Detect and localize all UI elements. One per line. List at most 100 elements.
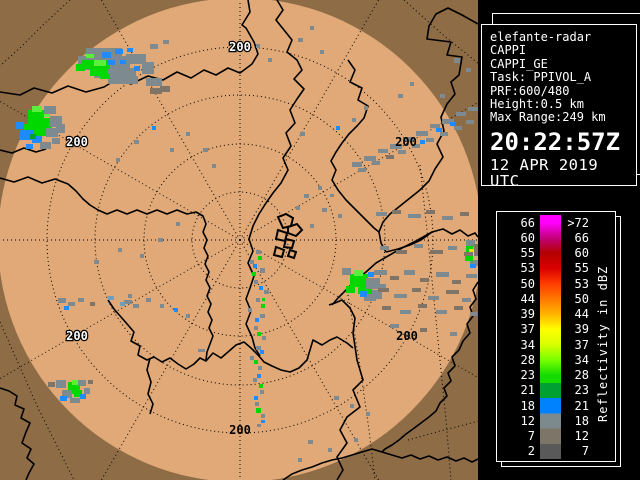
- echo-cell: [382, 306, 391, 310]
- echo-cell: [426, 138, 434, 142]
- echo-cell: [186, 132, 190, 136]
- echo-cell: [160, 304, 164, 308]
- legend-upper-value: 18: [574, 413, 589, 428]
- legend-upper-value: 50: [574, 291, 589, 306]
- echo-cell: [448, 246, 457, 250]
- legend-title: Reflectivity in dBZ: [596, 265, 610, 422]
- echo-cell: [133, 304, 139, 308]
- echo-cell: [468, 107, 478, 111]
- echo-cell: [254, 280, 258, 284]
- legend-row: 12 18: [497, 413, 615, 428]
- echo-cell: [108, 296, 114, 300]
- echo-cell: [454, 306, 463, 310]
- legend-upper-value: 21: [574, 398, 589, 413]
- echo-cell: [430, 250, 443, 254]
- legend-row: 34 37: [497, 337, 615, 352]
- echo-cell: [94, 68, 136, 78]
- echo-cell: [127, 48, 133, 52]
- legend-lower-value: 60: [520, 230, 535, 245]
- echo-cell: [86, 54, 94, 58]
- range-ring: [143, 143, 337, 337]
- echo-cell: [20, 130, 34, 140]
- border-line: [107, 299, 354, 373]
- echo-cell: [259, 384, 263, 388]
- echo-cell: [152, 126, 156, 130]
- echo-cell: [108, 60, 115, 65]
- echo-cell: [342, 268, 351, 275]
- echo-cell: [78, 298, 84, 302]
- echo-cell: [412, 144, 420, 148]
- product-name: CAPPI_GE: [490, 56, 548, 71]
- border-line: [0, 387, 35, 480]
- echo-cell: [26, 144, 33, 149]
- echo-cell: [102, 52, 111, 58]
- legend-row: 44 50: [497, 291, 615, 306]
- echo-cell: [260, 390, 264, 394]
- echo-cell: [256, 346, 261, 350]
- echo-cell: [68, 302, 75, 306]
- echo-cell: [436, 272, 449, 277]
- echo-cell: [264, 290, 269, 294]
- echo-cell: [170, 148, 174, 152]
- legend-lower-value: 28: [520, 352, 535, 367]
- task-name: Task: PPIVOL_A: [490, 70, 592, 85]
- legend-lower-value: 39: [520, 307, 535, 322]
- echo-cell: [358, 285, 372, 294]
- legend-lower-value: 50: [520, 276, 535, 291]
- echo-cell: [260, 314, 265, 318]
- echo-cell: [420, 140, 425, 144]
- legend-upper-value: >72: [567, 215, 589, 230]
- echo-cell: [115, 49, 123, 54]
- clock-time: 20:22:57Z: [490, 127, 621, 156]
- echo-cell: [350, 404, 354, 408]
- echo-cell: [40, 118, 52, 128]
- legend-row: 66 >72: [497, 215, 615, 230]
- range-ring: [94, 94, 386, 386]
- echo-cell: [56, 380, 66, 388]
- echo-cell: [84, 388, 90, 394]
- info-panel: elefante-radar CAPPI CAPPI_GE Task: PPIV…: [481, 24, 637, 189]
- border-line: [0, 0, 259, 96]
- echo-cell: [412, 288, 421, 292]
- border-line: [245, 0, 305, 357]
- echo-cell: [354, 270, 363, 276]
- echo-cell: [466, 68, 471, 72]
- echo-cell: [466, 240, 475, 247]
- echo-cell: [420, 278, 429, 282]
- ring-label: 200: [395, 135, 417, 149]
- echo-cell: [298, 38, 303, 42]
- legend-upper-value: 60: [574, 246, 589, 261]
- echo-cell: [262, 336, 266, 340]
- echo-cell: [430, 124, 440, 128]
- legend-upper-value: 53: [574, 276, 589, 291]
- echo-cell: [368, 272, 374, 277]
- echo-cell: [88, 380, 93, 384]
- echo-cell: [322, 208, 327, 212]
- ring-label: 200: [66, 135, 88, 149]
- echo-cell: [372, 161, 380, 165]
- echo-cell: [140, 254, 144, 258]
- echo-cell: [418, 304, 427, 308]
- border-line: [330, 59, 380, 233]
- echo-cell: [440, 94, 445, 98]
- legend-lower-value: 7: [527, 429, 535, 444]
- echo-cell: [126, 54, 146, 64]
- echo-cell: [454, 58, 460, 63]
- echo-cell: [354, 438, 358, 442]
- echo-cell: [253, 264, 257, 268]
- echo-cell: [46, 128, 58, 137]
- city-outlines: [272, 212, 304, 260]
- echo-cell: [100, 74, 110, 79]
- echo-cell: [390, 144, 402, 149]
- echo-cell: [352, 118, 356, 122]
- echo-cell: [253, 378, 257, 382]
- echo-cell: [32, 106, 42, 112]
- echo-cell: [146, 78, 162, 86]
- echo-cell: [90, 69, 108, 76]
- echo-cell: [474, 244, 478, 256]
- legend-lower-value: 18: [520, 398, 535, 413]
- echo-cell: [268, 58, 272, 62]
- echo-cell: [364, 156, 376, 161]
- legend-lower-value: 21: [520, 383, 535, 398]
